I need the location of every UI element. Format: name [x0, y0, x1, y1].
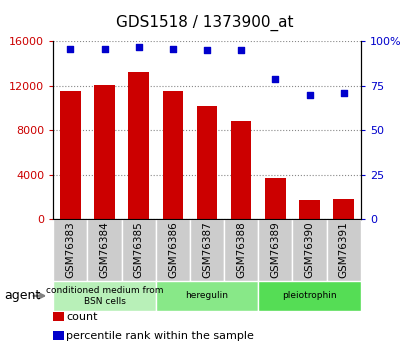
Text: GSM76389: GSM76389 — [270, 222, 280, 278]
Bar — [87, 219, 121, 281]
Point — [67, 46, 74, 51]
Point — [339, 90, 346, 96]
Bar — [155, 281, 258, 310]
Bar — [258, 219, 292, 281]
Text: count: count — [66, 312, 98, 322]
Text: percentile rank within the sample: percentile rank within the sample — [66, 331, 254, 341]
Point — [237, 48, 244, 53]
Bar — [94, 85, 115, 219]
Bar — [53, 219, 87, 281]
Text: GSM76386: GSM76386 — [167, 222, 178, 278]
Text: GSM76385: GSM76385 — [133, 222, 144, 278]
Point — [101, 46, 108, 51]
Bar — [189, 219, 224, 281]
Bar — [326, 219, 360, 281]
Text: heregulin: heregulin — [185, 291, 228, 300]
Text: conditioned medium from
BSN cells: conditioned medium from BSN cells — [46, 286, 163, 306]
Bar — [265, 178, 285, 219]
Point — [135, 44, 142, 49]
Bar — [128, 72, 148, 219]
Bar — [299, 200, 319, 219]
Text: GSM76387: GSM76387 — [202, 222, 211, 278]
Bar — [60, 91, 81, 219]
Bar — [155, 219, 189, 281]
Bar — [196, 106, 217, 219]
Bar — [292, 219, 326, 281]
Bar — [224, 219, 258, 281]
Point — [169, 46, 176, 51]
Point — [272, 76, 278, 81]
Text: GSM76383: GSM76383 — [65, 222, 75, 278]
Text: GSM76384: GSM76384 — [99, 222, 109, 278]
Text: GSM76391: GSM76391 — [338, 222, 348, 278]
Bar — [333, 199, 353, 219]
Point — [203, 48, 210, 53]
Text: GDS1518 / 1373900_at: GDS1518 / 1373900_at — [116, 14, 293, 30]
Bar — [230, 121, 251, 219]
Text: GSM76390: GSM76390 — [304, 222, 314, 278]
Point — [306, 92, 312, 97]
Text: pleiotrophin: pleiotrophin — [281, 291, 336, 300]
Text: agent: agent — [4, 289, 40, 302]
Text: GSM76388: GSM76388 — [236, 222, 246, 278]
Bar — [162, 91, 183, 219]
Bar — [121, 219, 155, 281]
Bar — [53, 281, 155, 310]
Bar — [258, 281, 360, 310]
